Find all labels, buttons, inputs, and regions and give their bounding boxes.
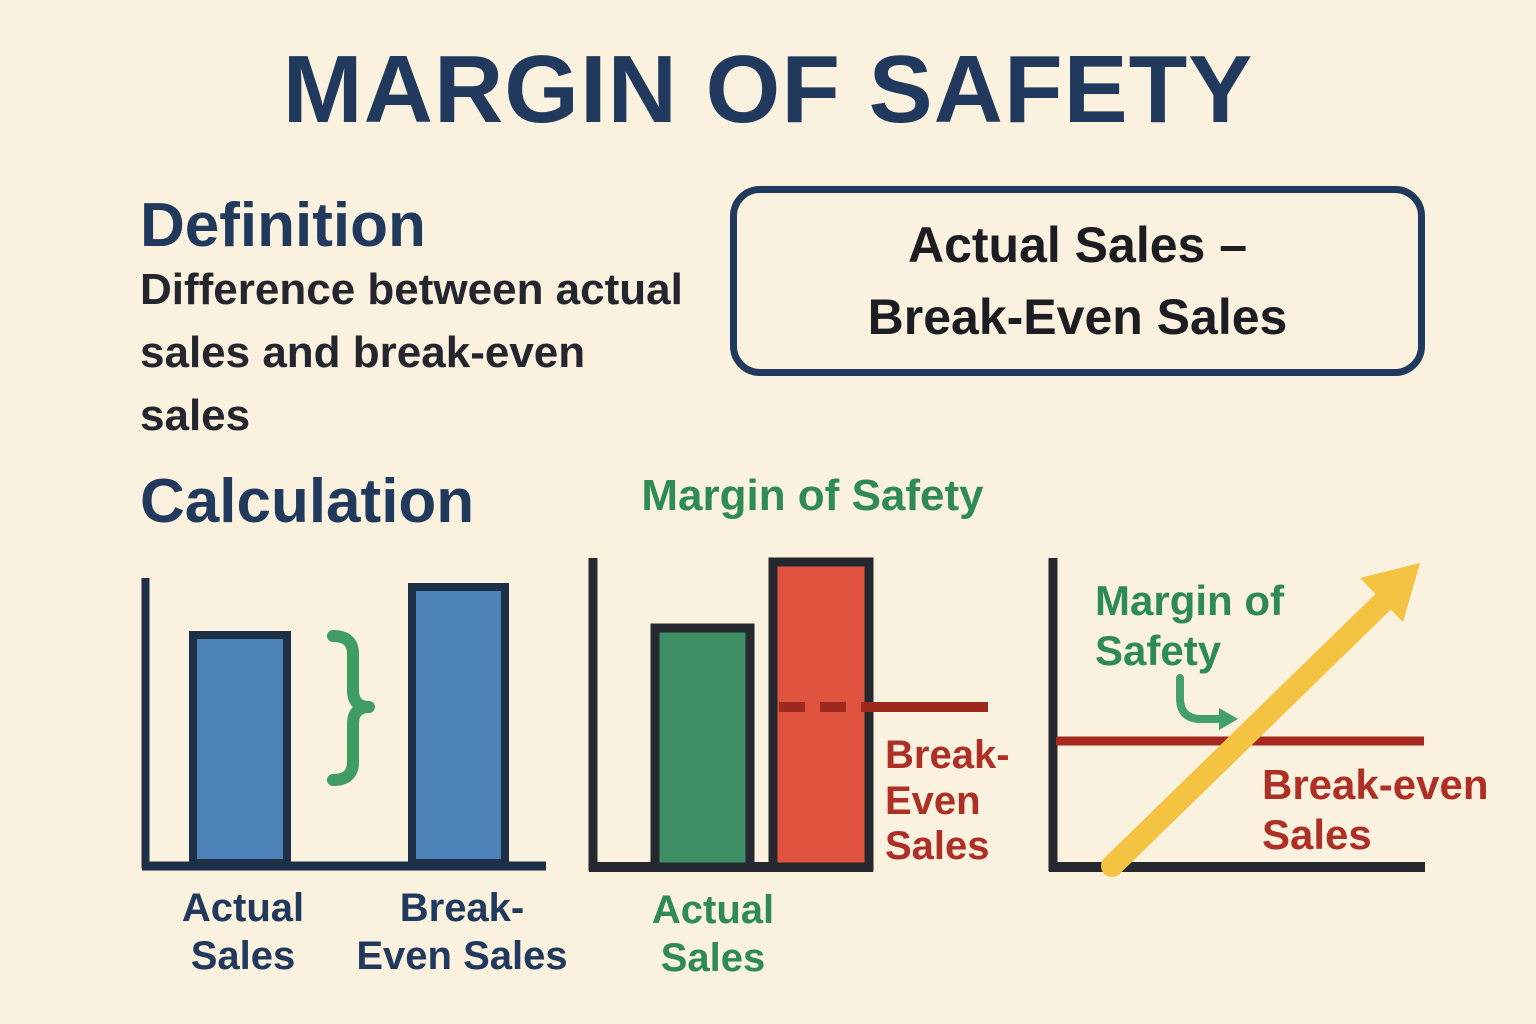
actual-sales-bar-green: [650, 623, 755, 872]
middle-bar1-label: Actual Sales: [651, 888, 775, 980]
margin-brace-icon: [327, 630, 375, 786]
actual-sales-bar: [189, 631, 291, 867]
formula-line-1: Actual Sales –: [907, 217, 1248, 273]
left-bar1-label: Actual Sales: [181, 886, 305, 978]
right-breakeven-label: Break-even Sales: [1262, 761, 1489, 859]
right-margin-label: Margin of Safety: [1095, 577, 1284, 675]
left-bar2-label: Break- Even Sales: [356, 886, 568, 978]
margin-pointer-arrow: [1176, 674, 1225, 723]
sales-bar-red: [768, 557, 874, 872]
formula-box: Actual Sales – Break-Even Sales: [730, 186, 1425, 376]
middle-breakeven-label: Break- Even Sales: [885, 733, 1010, 869]
formula-line-2: Break-Even Sales: [867, 289, 1288, 345]
middle-panel-title: Margin of Safety: [641, 471, 984, 520]
page-title: MARGIN OF SAFETY: [282, 36, 1254, 143]
break-even-sales-bar: [408, 583, 509, 867]
sales-growth-arrow-head-icon: [1360, 563, 1420, 622]
definition-heading: Definition: [140, 191, 426, 260]
left-panel-chart: [141, 578, 546, 871]
definition-body: Difference between actual sales and brea…: [140, 265, 683, 440]
calculation-heading: Calculation: [140, 467, 475, 536]
margin-pointer-arrow-head-icon: [1219, 708, 1238, 730]
